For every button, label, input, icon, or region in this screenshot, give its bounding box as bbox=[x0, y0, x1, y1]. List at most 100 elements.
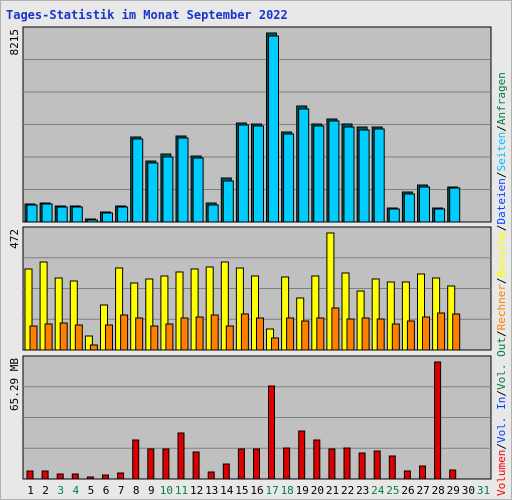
bar-rechner bbox=[89, 344, 98, 351]
bar-dateien bbox=[102, 212, 113, 223]
legend-item: Rechner bbox=[495, 284, 508, 331]
bar-dateien bbox=[41, 203, 53, 223]
bar-besuche bbox=[145, 278, 154, 351]
bar-dateien bbox=[117, 206, 129, 223]
bar-dateien bbox=[253, 125, 264, 223]
legend-separator: / bbox=[495, 277, 508, 284]
bar-dateien bbox=[283, 133, 295, 223]
bar-dateien bbox=[177, 137, 189, 223]
bar-besuche bbox=[417, 273, 425, 351]
legend-separator: / bbox=[495, 125, 508, 132]
bar-rechner bbox=[452, 313, 461, 351]
legend-item: Besuche bbox=[495, 231, 508, 277]
bar-besuche bbox=[311, 275, 320, 351]
bar-volumen bbox=[253, 448, 260, 480]
x-tick-label: 29 bbox=[447, 484, 460, 497]
bar-rechner bbox=[150, 325, 159, 351]
x-tick-label: 8 bbox=[133, 484, 140, 497]
bar-dateien bbox=[434, 208, 446, 223]
x-tick-label: 19 bbox=[296, 484, 309, 497]
bar-dateien bbox=[373, 128, 385, 223]
x-tick-label: 30 bbox=[462, 484, 475, 497]
bar-besuche bbox=[235, 267, 244, 351]
bar-besuche bbox=[175, 271, 184, 351]
x-tick-label: 4 bbox=[72, 484, 79, 497]
bar-rechner bbox=[105, 324, 113, 351]
bar-besuche bbox=[190, 268, 199, 351]
bar-dateien bbox=[147, 162, 159, 223]
bar-volumen bbox=[162, 448, 170, 480]
bar-dateien bbox=[313, 125, 325, 223]
bar-rechner bbox=[361, 317, 370, 351]
x-tick-label: 21 bbox=[326, 484, 339, 497]
bar-besuche bbox=[84, 335, 93, 351]
bar-rechner bbox=[29, 325, 38, 351]
bar-dateien bbox=[26, 204, 38, 223]
chart-title: Tages-Statistik im Monat September 2022 bbox=[6, 8, 288, 22]
x-tick-label: 12 bbox=[190, 484, 203, 497]
x-tick-label: 23 bbox=[356, 484, 369, 497]
bar-rechner bbox=[391, 323, 400, 351]
x-tick-label: 15 bbox=[235, 484, 248, 497]
bar-rechner bbox=[195, 316, 204, 351]
bar-besuche bbox=[341, 272, 350, 351]
bar-rechner bbox=[120, 314, 129, 351]
bar-volumen bbox=[419, 465, 426, 480]
legend-item: Vol. Out bbox=[495, 337, 508, 390]
legend-item: Vol. In bbox=[495, 397, 508, 443]
bar-volumen bbox=[71, 473, 79, 480]
bar-volumen bbox=[207, 471, 215, 480]
bar-volumen bbox=[343, 447, 351, 480]
axis-max-label: 472 bbox=[8, 229, 21, 249]
x-tick-label: 20 bbox=[311, 484, 324, 497]
bar-volumen bbox=[26, 470, 34, 480]
bar-volumen bbox=[373, 450, 381, 480]
x-tick-label: 22 bbox=[341, 484, 354, 497]
bar-besuche bbox=[69, 280, 78, 351]
bar-volumen bbox=[177, 432, 185, 480]
x-tick-label: 10 bbox=[160, 484, 173, 497]
bar-rechner bbox=[225, 325, 234, 351]
bar-rechner bbox=[422, 316, 430, 351]
x-tick-label: 25 bbox=[386, 484, 399, 497]
bar-besuche bbox=[205, 266, 214, 351]
bar-dateien bbox=[222, 180, 234, 223]
bar-volumen bbox=[283, 447, 291, 480]
bar-dateien bbox=[71, 206, 83, 223]
x-tick-label: 27 bbox=[416, 484, 429, 497]
bar-volumen bbox=[237, 448, 245, 480]
legend: Volumen/Vol. In/Vol. Out/Rechner/Besuche… bbox=[495, 72, 508, 496]
bar-dateien bbox=[162, 156, 174, 223]
bar-dateien bbox=[419, 186, 430, 223]
bar-besuche bbox=[39, 261, 48, 351]
bar-dateien bbox=[403, 193, 415, 223]
bar-dateien bbox=[449, 187, 461, 223]
bar-volumen bbox=[117, 472, 125, 480]
bar-volumen bbox=[449, 469, 457, 480]
x-tick-label: 17 bbox=[265, 484, 278, 497]
bar-volumen bbox=[41, 470, 49, 480]
bar-volumen bbox=[328, 448, 336, 480]
bar-rechner bbox=[180, 317, 189, 351]
bar-besuche bbox=[326, 232, 335, 351]
bar-volumen bbox=[147, 448, 155, 480]
bar-rechner bbox=[301, 320, 310, 351]
bar-volumen bbox=[132, 439, 140, 480]
bar-dateien bbox=[328, 120, 340, 223]
x-tick-label: 3 bbox=[57, 484, 64, 497]
legend-separator: / bbox=[495, 443, 508, 450]
legend-item: Volumen bbox=[495, 450, 508, 496]
x-tick-label: 24 bbox=[371, 484, 385, 497]
legend-separator: / bbox=[495, 224, 508, 231]
bar-volumen bbox=[222, 463, 230, 480]
legend-item: Seiten bbox=[495, 132, 508, 172]
bar-rechner bbox=[240, 313, 249, 351]
bar-dateien bbox=[86, 219, 98, 223]
bar-rechner bbox=[286, 317, 295, 351]
legend-separator: / bbox=[495, 390, 508, 397]
bar-volumen bbox=[86, 476, 94, 480]
bar-besuche bbox=[371, 278, 380, 351]
bar-rechner bbox=[316, 317, 325, 351]
x-tick-label: 31 bbox=[477, 484, 490, 497]
